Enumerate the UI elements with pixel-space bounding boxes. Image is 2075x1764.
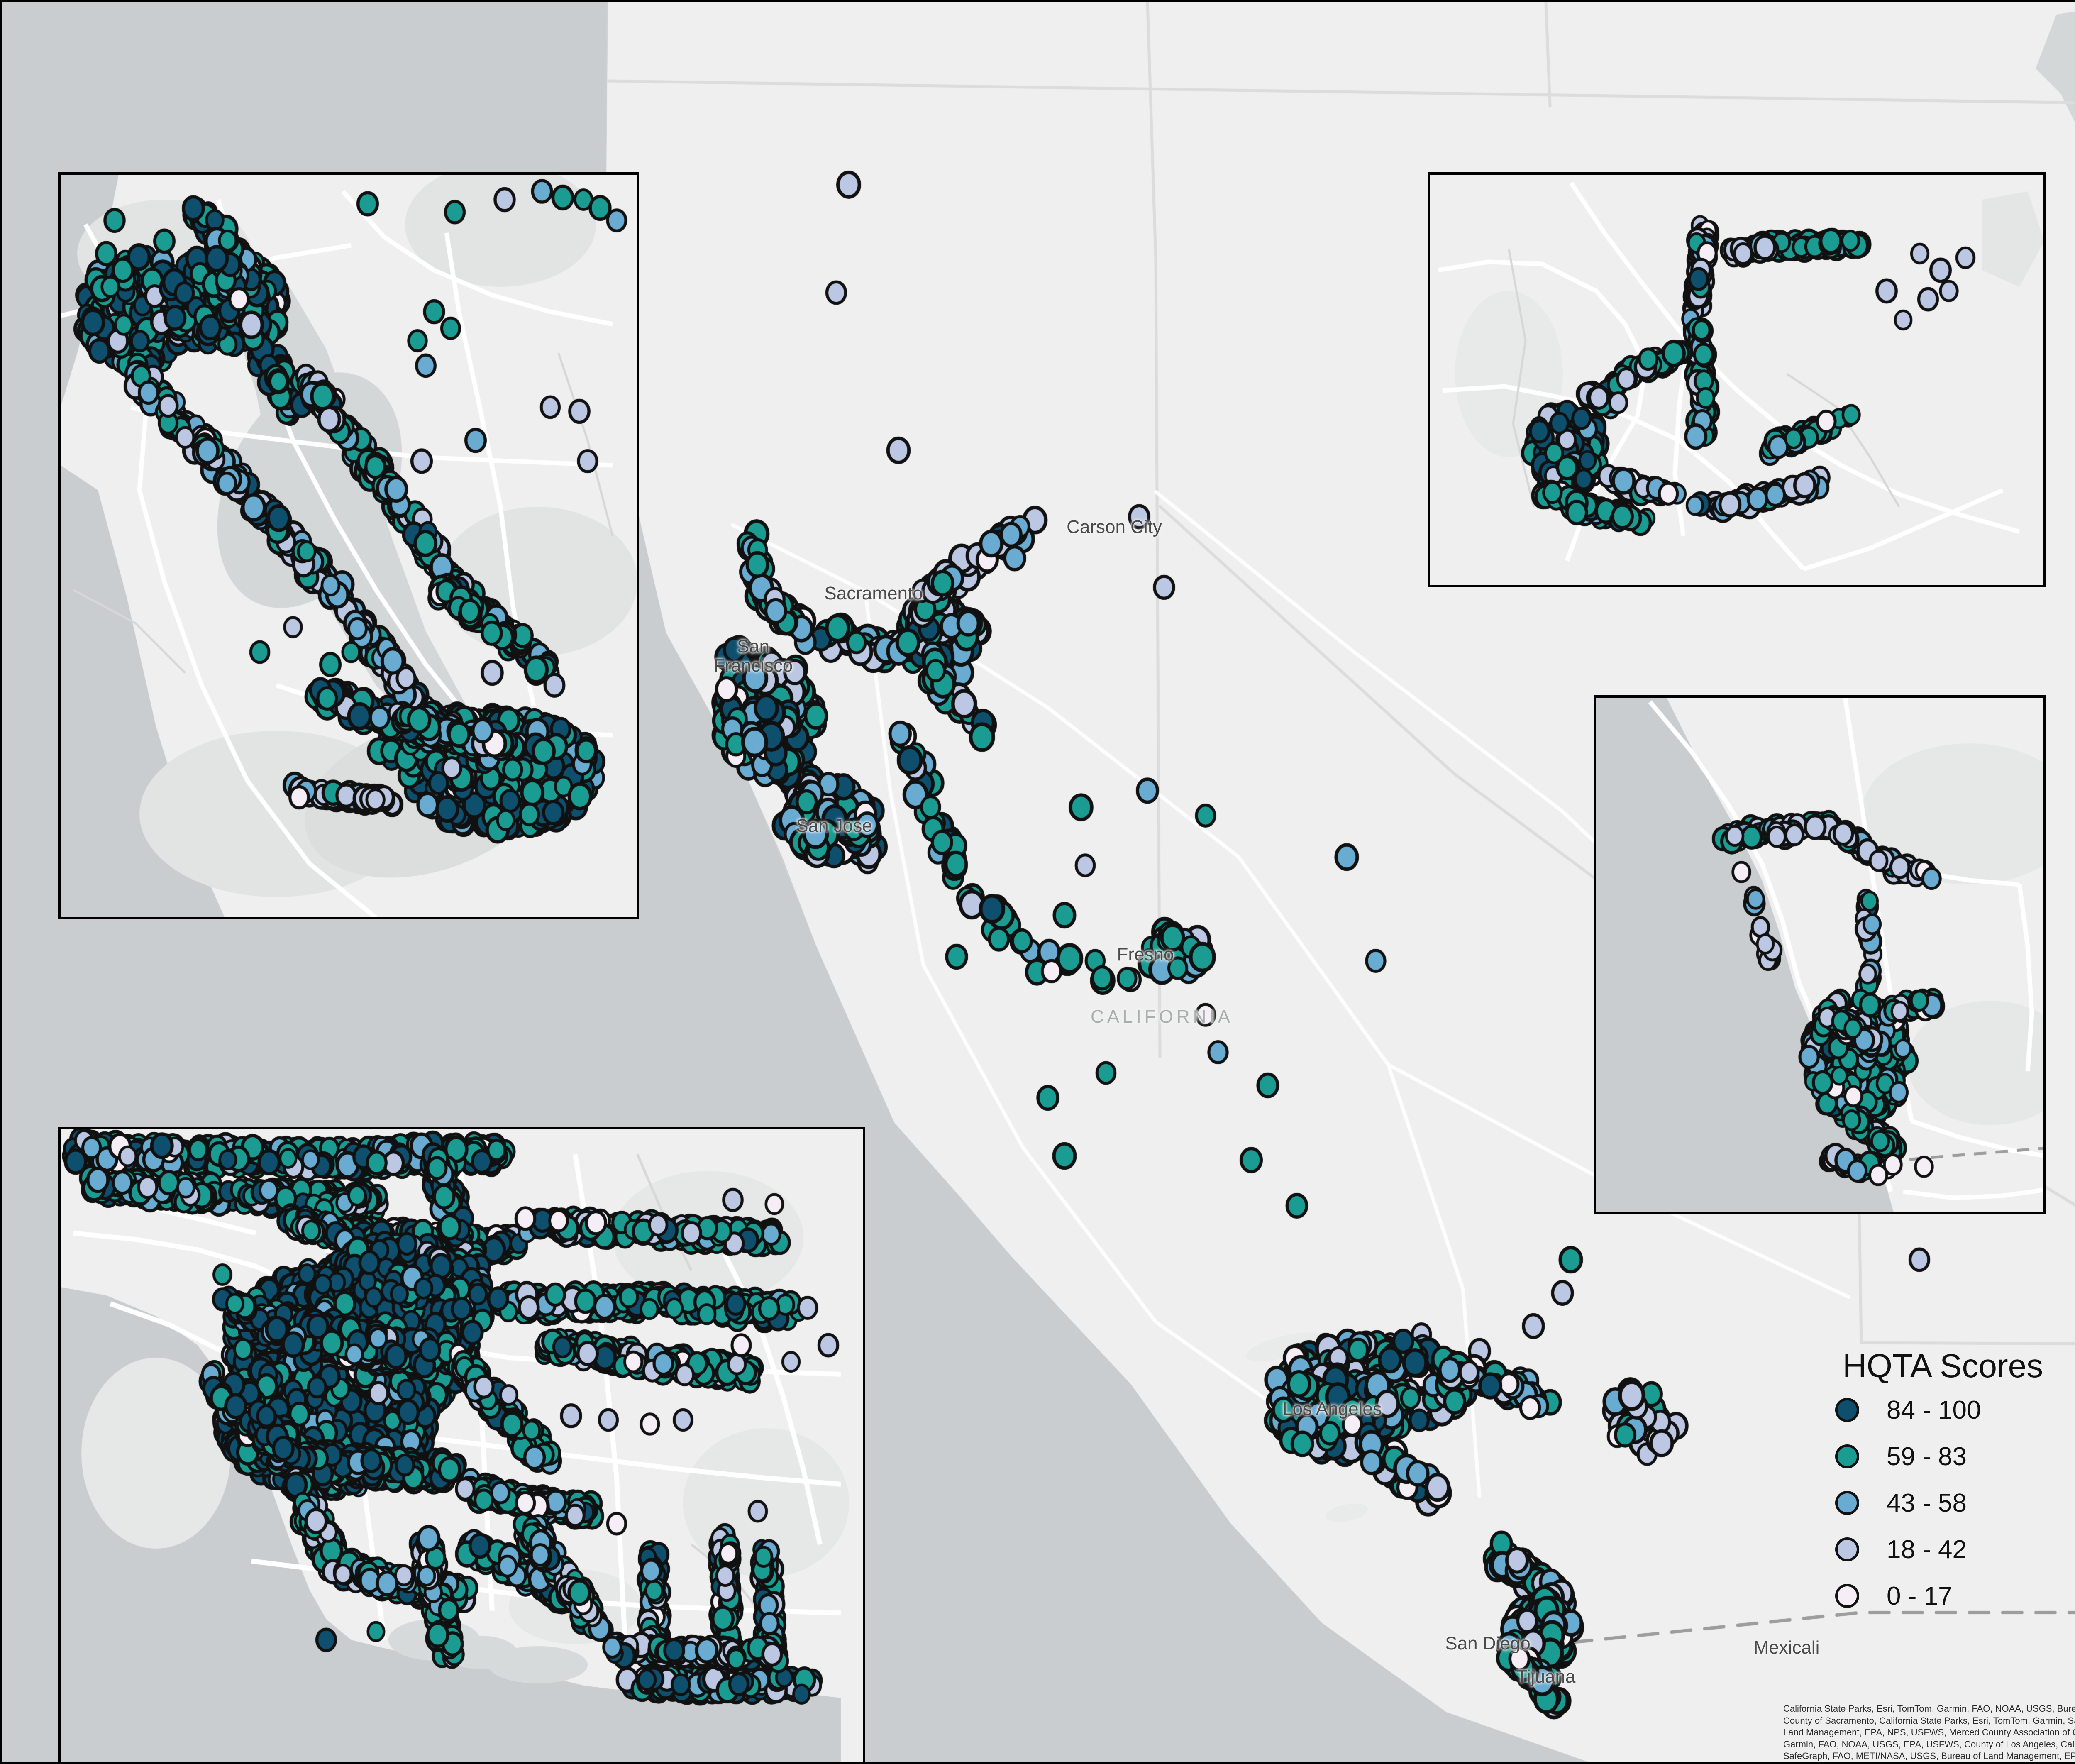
legend-item-label: 43 - 58 (1887, 1488, 1967, 1517)
inset-map-san-diego[interactable] (1594, 695, 2046, 1214)
legend-swatch-icon (1835, 1537, 1859, 1561)
inset-map-bay-area[interactable] (58, 172, 639, 919)
legend-rows: 84 - 100 59 - 83 43 - 58 18 - 42 0 - 17 (1826, 1388, 2043, 1617)
legend-item-label: 0 - 17 (1887, 1581, 1953, 1610)
inset-map-sacramento[interactable] (1428, 172, 2046, 587)
legend-swatch-icon (1835, 1444, 1859, 1468)
attribution-text: California State Parks, Esri, TomTom, Ga… (1783, 1703, 2075, 1762)
inset-canvas-bay-area (61, 175, 637, 917)
legend-swatch-icon (1835, 1584, 1859, 1608)
legend-title: HQTA Scores (1843, 1347, 2043, 1384)
legend-item-2[interactable]: 43 - 58 (1826, 1481, 2043, 1525)
legend-item-4[interactable]: 0 - 17 (1826, 1574, 2043, 1617)
inset-canvas-sacramento (1430, 175, 2043, 585)
legend-item-0[interactable]: 84 - 100 (1826, 1388, 2043, 1432)
legend-item-label: 59 - 83 (1887, 1442, 1967, 1471)
legend-item-1[interactable]: 59 - 83 (1826, 1435, 2043, 1478)
inset-canvas-san-diego (1596, 698, 2043, 1212)
inset-map-los-angeles[interactable] (58, 1127, 865, 1762)
legend-item-3[interactable]: 18 - 42 (1826, 1528, 2043, 1571)
legend-swatch-icon (1835, 1491, 1859, 1515)
legend-swatch-icon (1835, 1398, 1859, 1422)
inset-canvas-los-angeles (61, 1129, 863, 1762)
legend-item-label: 84 - 100 (1887, 1395, 1981, 1424)
legend-item-label: 18 - 42 (1887, 1535, 1967, 1564)
legend: HQTA Scores 84 - 100 59 - 83 43 - 58 18 - 4… (1826, 1347, 2043, 1617)
